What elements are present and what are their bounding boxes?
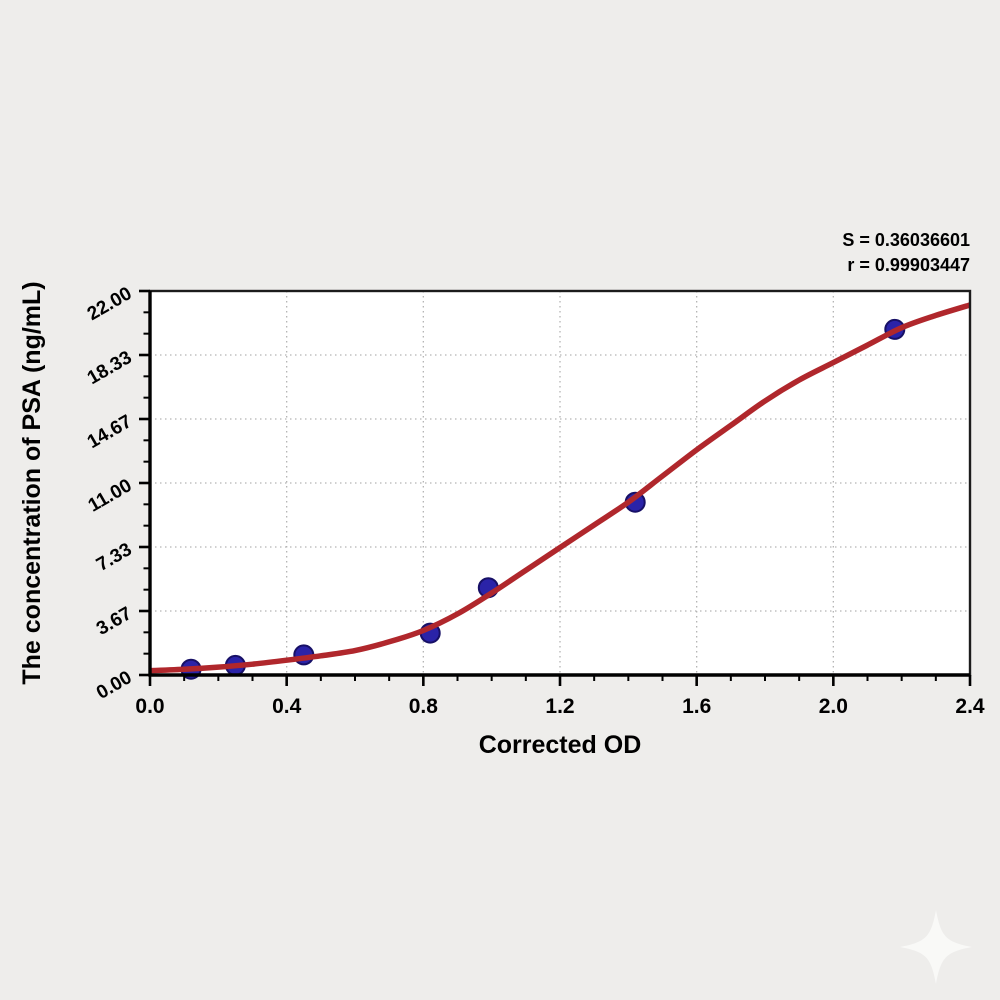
x-tick-label: 1.2	[545, 695, 574, 718]
y-tick-label: 11.00	[85, 475, 136, 516]
x-tick-label: 0.4	[272, 695, 302, 718]
sparkle-star-icon	[900, 910, 972, 984]
x-axis-title: Corrected OD	[479, 731, 642, 759]
y-tick-label: 3.67	[93, 603, 136, 640]
r-statistic: r = 0.99903447	[847, 255, 970, 275]
x-tick-label: 2.0	[819, 695, 848, 718]
y-axis-title: The concentration of PSA (ng/mL)	[18, 281, 46, 684]
y-tick-label: 0.00	[93, 667, 136, 704]
y-tick-label: 7.33	[93, 539, 136, 576]
x-tick-label: 0.8	[409, 695, 439, 718]
axis-ticks	[139, 289, 972, 686]
y-tick-labels: 0.00 3.67 7.33 11.00 14.67 18.33 22.00	[84, 283, 136, 704]
x-tick-label: 0.0	[135, 695, 164, 718]
x-tick-label: 1.6	[682, 695, 711, 718]
y-tick-label: 18.33	[84, 347, 136, 389]
fit-curve-layer	[150, 302, 970, 674]
x-tick-labels: 0.0 0.4 0.8 1.2 1.6 2.0 2.4	[135, 695, 985, 718]
x-tick-label: 2.4	[955, 695, 985, 718]
s-statistic: S = 0.36036601	[842, 230, 970, 250]
y-tick-label: 14.67	[84, 411, 136, 453]
fit-curve	[150, 302, 970, 674]
y-tick-label: 22.00	[84, 283, 136, 325]
